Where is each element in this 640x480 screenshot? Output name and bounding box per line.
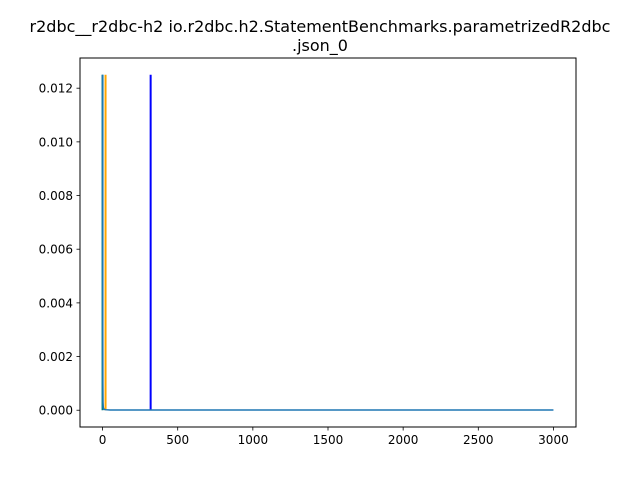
chart-title-line1: r2dbc__r2dbc-h2 io.r2dbc.h2.StatementBen… [30, 17, 611, 37]
y-tick-label: 0.002 [39, 350, 73, 364]
x-axis: 0 500 1000 1500 2000 2500 3000 [99, 427, 569, 447]
y-axis: 0.000 0.002 0.004 0.006 0.008 0.010 0.012 [39, 82, 80, 418]
x-tick-label: 2500 [463, 433, 494, 447]
x-tick-label: 2000 [388, 433, 419, 447]
axes-frame [79, 57, 577, 428]
y-tick-label: 0.000 [39, 404, 73, 418]
y-tick-label: 0.012 [39, 82, 73, 96]
x-tick-label: 3000 [538, 433, 569, 447]
x-tick-label: 500 [166, 433, 189, 447]
y-tick-label: 0.010 [39, 135, 73, 149]
y-tick-label: 0.004 [39, 296, 73, 310]
x-tick-label: 0 [99, 433, 107, 447]
x-tick-label: 1500 [313, 433, 344, 447]
x-tick-label: 1000 [238, 433, 269, 447]
y-tick-label: 0.008 [39, 189, 73, 203]
y-tick-label: 0.006 [39, 243, 73, 257]
series-line-0 [101, 74, 554, 411]
chart-title-line2: .json_0 [292, 36, 348, 56]
plot-area [101, 74, 554, 411]
